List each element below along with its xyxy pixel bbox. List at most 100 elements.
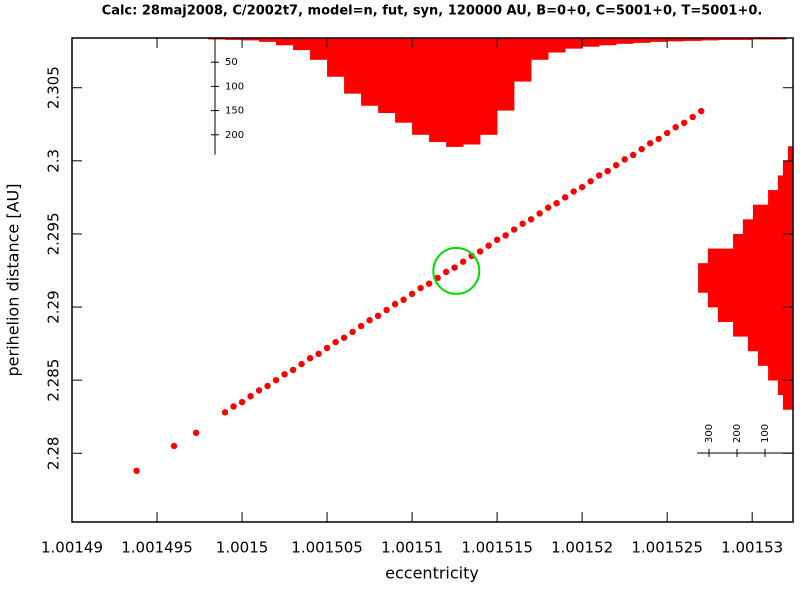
histogram-bar — [742, 219, 793, 235]
x-tick-label: 1.00151 — [381, 539, 443, 557]
histogram-bar — [344, 38, 362, 94]
highlight-circle — [432, 246, 481, 295]
histogram-bar — [777, 380, 793, 396]
data-point — [493, 236, 501, 243]
histogram-bar — [395, 38, 413, 123]
y-axis-label: perihelion distance [AU] — [4, 184, 23, 377]
data-point — [510, 226, 518, 233]
data-point — [230, 403, 237, 410]
data-point — [527, 216, 535, 223]
data-point — [672, 123, 679, 131]
histogram-bar — [599, 38, 617, 46]
count-tick-label: 150 — [225, 106, 244, 117]
data-point — [442, 268, 450, 276]
data-point — [133, 467, 140, 475]
count-tick-label: 100 — [225, 81, 244, 92]
data-point — [697, 107, 705, 115]
data-point — [553, 200, 560, 207]
data-point — [570, 188, 577, 195]
histogram-bar — [782, 160, 793, 176]
data-point — [476, 248, 484, 255]
histogram-bar — [717, 307, 793, 322]
histogram-bar — [310, 38, 328, 60]
data-point — [425, 280, 433, 287]
data-point — [247, 393, 254, 400]
histogram-bar — [633, 38, 651, 43]
y-tick-label: 2.285 — [45, 359, 63, 402]
y-tick-label: 2.29 — [45, 290, 63, 323]
histogram-bar — [497, 38, 515, 111]
x-tick-label: 1.001505 — [291, 539, 363, 557]
histogram-bar — [777, 175, 793, 191]
histogram-bar — [242, 38, 260, 41]
count-tick-label: 300 — [704, 424, 715, 443]
histogram-bar — [361, 38, 379, 106]
data-point — [366, 317, 373, 324]
histogram-bar — [707, 248, 793, 264]
data-point — [612, 162, 620, 169]
histogram-bar — [787, 146, 793, 162]
y-tick-label: 2.305 — [45, 66, 63, 109]
x-tick-label: 1.001515 — [461, 539, 533, 557]
histogram-bar — [698, 277, 793, 293]
data-point — [587, 178, 594, 185]
data-point — [170, 442, 178, 450]
data-point — [646, 140, 654, 147]
x-tick-label: 1.0015 — [216, 539, 269, 557]
histogram-bar — [378, 38, 396, 114]
histogram-bar — [446, 38, 464, 147]
data-point — [689, 113, 696, 121]
data-point — [536, 210, 543, 217]
histogram-bar — [733, 321, 793, 337]
data-point — [306, 355, 314, 362]
data-point — [238, 398, 246, 406]
data-point — [655, 135, 662, 143]
histogram-bar — [225, 38, 243, 40]
histogram-bar — [768, 365, 793, 381]
data-point — [604, 167, 611, 175]
histogram-bar — [259, 38, 277, 42]
histogram-bar — [565, 38, 583, 49]
histogram-bar — [667, 38, 685, 42]
data-point — [638, 145, 645, 153]
histogram-bar — [752, 204, 793, 220]
data-point — [349, 328, 356, 336]
data-point — [272, 376, 280, 384]
x-tick-label: 1.00153 — [721, 539, 783, 557]
data-point — [281, 371, 288, 378]
chart-title: Calc: 28maj2008, C/2002t7, model=n, fut,… — [102, 4, 763, 19]
data-point — [400, 296, 407, 303]
data-point — [519, 220, 526, 227]
histogram-bar — [276, 38, 294, 46]
data-point — [459, 258, 467, 265]
x-tick-label: 1.001525 — [631, 539, 703, 557]
histogram-bar — [782, 394, 793, 410]
data-point — [561, 194, 569, 201]
histogram-bar — [733, 233, 793, 249]
count-tick-label: 200 — [732, 424, 743, 443]
data-point — [629, 151, 637, 159]
y-tick-label: 2.3 — [45, 149, 63, 173]
data-point — [663, 129, 671, 137]
count-tick-label: 200 — [225, 130, 244, 141]
data-point — [417, 284, 424, 292]
count-tick-label: 100 — [760, 424, 771, 443]
data-point — [221, 409, 229, 416]
y-tick-label: 2.295 — [45, 212, 63, 255]
data-point — [298, 360, 305, 368]
x-tick-label: 1.00149 — [41, 539, 103, 557]
histogram-bar — [747, 336, 793, 352]
histogram-bar — [582, 38, 600, 47]
histogram-bar — [701, 38, 719, 41]
data-point — [502, 232, 509, 239]
x-tick-label: 1.001495 — [121, 539, 193, 557]
data-point — [357, 322, 365, 330]
histogram-bar — [463, 38, 481, 145]
histogram-bar — [293, 38, 311, 51]
data-point — [289, 366, 297, 374]
y-tick-label: 2.28 — [45, 437, 63, 470]
plot-frame — [71, 37, 794, 523]
histogram-bar — [698, 263, 793, 279]
histogram-bar — [758, 350, 793, 366]
